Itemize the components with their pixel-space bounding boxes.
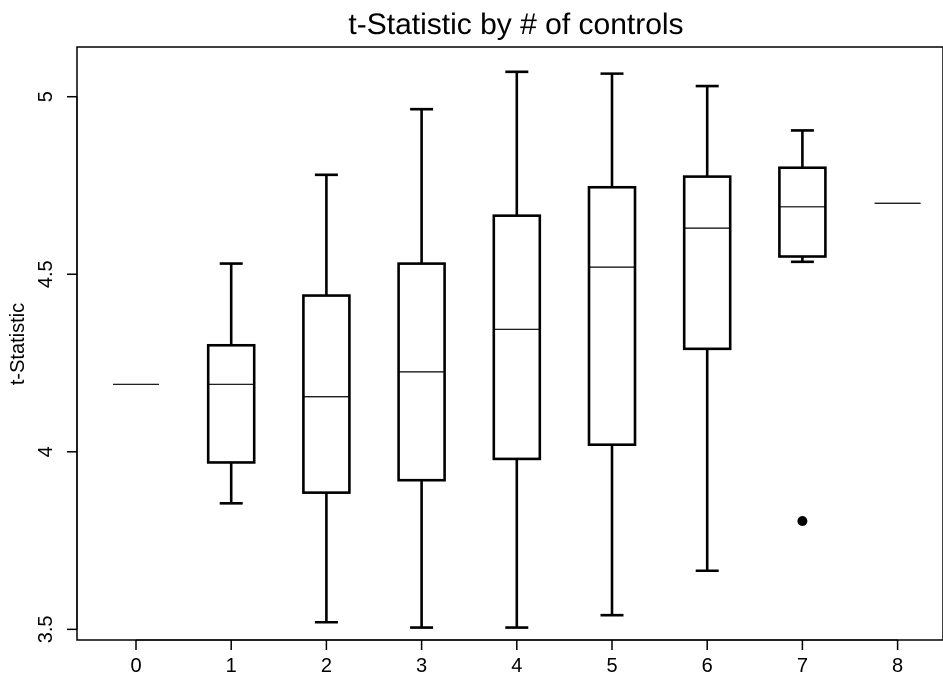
box-3: [397, 107, 446, 629]
box-5: [587, 72, 637, 617]
box-body: [492, 214, 542, 461]
box-series: [113, 70, 921, 629]
box-body: [587, 185, 637, 447]
x-tick-label: 2: [321, 655, 332, 677]
x-tick-label: 0: [130, 655, 141, 677]
y-tick-label: 3.5: [35, 615, 57, 643]
x-tick-label: 8: [892, 655, 903, 677]
box-body: [682, 175, 732, 351]
box-2: [302, 173, 351, 624]
y-tick-label: 5: [35, 91, 57, 102]
x-axis: 0 1 2 3 4 5 6 7 8: [130, 639, 903, 677]
y-tick-label: 4: [35, 446, 57, 457]
box-4: [492, 70, 542, 629]
box-6: [682, 84, 732, 573]
box-body: [206, 343, 256, 464]
x-tick-label: 6: [702, 655, 713, 677]
box-body: [778, 166, 827, 258]
chart-title: t-Statistic by # of controls: [348, 8, 683, 41]
outlier-point: [797, 516, 808, 527]
x-tick-label: 4: [511, 655, 522, 677]
box-1: [206, 262, 256, 505]
x-tick-label: 3: [416, 655, 427, 677]
x-tick-label: 5: [606, 655, 617, 677]
y-tick-label: 4.5: [35, 260, 57, 288]
x-tick-label: 7: [797, 655, 808, 677]
box-7: [778, 129, 827, 527]
y-axis-label: t-Statistic: [7, 303, 29, 385]
box-body: [302, 294, 351, 494]
x-tick-label: 1: [226, 655, 237, 677]
y-axis: 3.5 4 4.5 5: [35, 91, 78, 643]
